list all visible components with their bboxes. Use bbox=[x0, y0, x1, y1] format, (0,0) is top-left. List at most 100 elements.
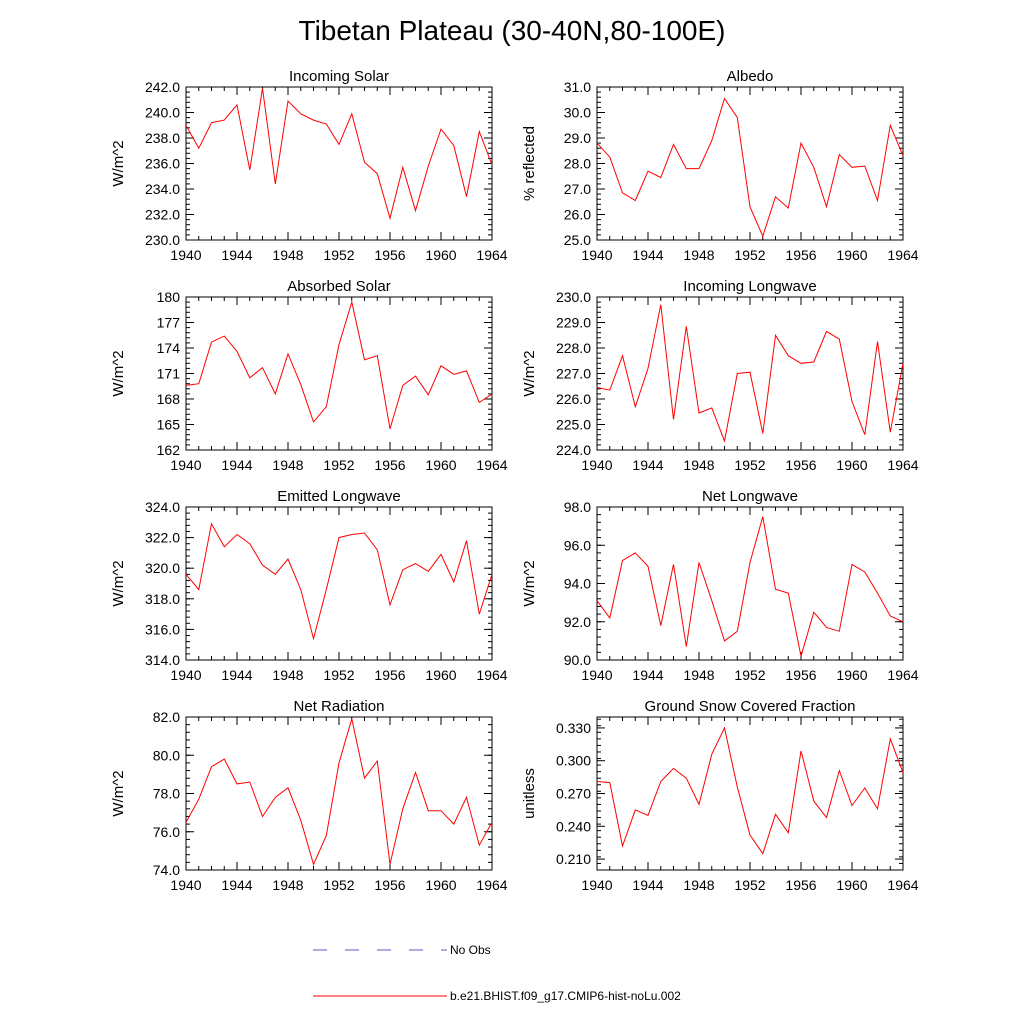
x-tick-label: 1960 bbox=[425, 667, 456, 683]
y-tick-label: 230.0 bbox=[145, 232, 180, 248]
panel-title: Ground Snow Covered Fraction bbox=[645, 698, 856, 715]
y-axis-label: W/m^2 bbox=[110, 140, 127, 186]
y-tick-label: 238.0 bbox=[145, 130, 180, 146]
x-tick-label: 1940 bbox=[581, 247, 612, 263]
legend-label-no-obs: No Obs bbox=[450, 943, 491, 957]
y-tick-label: 80.0 bbox=[153, 747, 180, 763]
x-tick-label: 1964 bbox=[887, 457, 918, 473]
panel-title: Net Longwave bbox=[702, 488, 798, 505]
x-tick-label: 1940 bbox=[581, 667, 612, 683]
series-line bbox=[185, 88, 493, 221]
x-tick-label: 1956 bbox=[374, 667, 405, 683]
x-tick-label: 1944 bbox=[221, 877, 252, 893]
y-tick-label: 168 bbox=[157, 391, 181, 407]
x-tick-label: 1940 bbox=[170, 877, 201, 893]
series-line bbox=[596, 726, 904, 855]
y-tick-label: 28.0 bbox=[564, 156, 591, 172]
y-tick-label: 162 bbox=[157, 442, 181, 458]
series-line bbox=[596, 516, 904, 657]
y-tick-label: 234.0 bbox=[145, 181, 180, 197]
panel-title: Incoming Solar bbox=[289, 68, 389, 85]
x-tick-label: 1944 bbox=[221, 247, 252, 263]
x-tick-label: 1944 bbox=[221, 457, 252, 473]
x-tick-label: 1952 bbox=[323, 877, 354, 893]
y-tick-label: 320.0 bbox=[145, 560, 180, 576]
plot-frame bbox=[596, 506, 904, 661]
x-tick-label: 1948 bbox=[272, 877, 303, 893]
legend-entry-no-obs: No Obs bbox=[313, 943, 491, 957]
panel-title: Incoming Longwave bbox=[683, 278, 816, 295]
legend-entry-model: b.e21.BHIST.f09_g17.CMIP6-hist-noLu.002 bbox=[313, 989, 681, 1003]
y-tick-label: 165 bbox=[157, 417, 181, 433]
x-tick-label: 1948 bbox=[683, 667, 714, 683]
y-tick-label: 232.0 bbox=[145, 207, 180, 223]
x-tick-label: 1948 bbox=[683, 247, 714, 263]
x-tick-label: 1952 bbox=[734, 877, 765, 893]
y-tick-label: 29.0 bbox=[564, 130, 591, 146]
x-tick-label: 1964 bbox=[476, 247, 507, 263]
panel-4: Incoming Longwave W/m^2 1940 1944 1948 1952 19… bbox=[521, 278, 919, 473]
x-tick-label: 1964 bbox=[887, 667, 918, 683]
x-tick-label: 1940 bbox=[170, 457, 201, 473]
y-tick-label: 0.330 bbox=[556, 720, 591, 736]
x-tick-label: 1960 bbox=[836, 457, 867, 473]
x-tick-label: 1952 bbox=[734, 247, 765, 263]
y-tick-label: 171 bbox=[157, 366, 181, 382]
x-tick-label: 1948 bbox=[272, 457, 303, 473]
y-tick-label: 96.0 bbox=[564, 537, 591, 553]
x-tick-label: 1956 bbox=[374, 457, 405, 473]
y-tick-label: 74.0 bbox=[153, 862, 180, 878]
x-tick-label: 1940 bbox=[170, 247, 201, 263]
y-tick-label: 30.0 bbox=[564, 105, 591, 121]
x-tick-label: 1940 bbox=[170, 667, 201, 683]
y-tick-label: 226.0 bbox=[556, 391, 591, 407]
legend: No Obs b.e21.BHIST.f09_g17.CMIP6-hist-no… bbox=[313, 943, 681, 1003]
x-tick-label: 1952 bbox=[323, 247, 354, 263]
plot-frame bbox=[185, 716, 493, 871]
y-tick-label: 180 bbox=[157, 289, 181, 305]
y-axis-label: % reflected bbox=[521, 126, 538, 201]
x-tick-label: 1960 bbox=[836, 247, 867, 263]
x-tick-label: 1956 bbox=[785, 457, 816, 473]
series-line bbox=[185, 300, 493, 429]
y-axis-label: W/m^2 bbox=[110, 560, 127, 606]
x-tick-label: 1940 bbox=[581, 877, 612, 893]
x-tick-label: 1960 bbox=[425, 457, 456, 473]
panel-title: Net Radiation bbox=[294, 698, 385, 715]
y-tick-label: 225.0 bbox=[556, 417, 591, 433]
y-axis-label: W/m^2 bbox=[110, 350, 127, 396]
x-tick-label: 1948 bbox=[272, 247, 303, 263]
x-tick-label: 1948 bbox=[683, 877, 714, 893]
x-tick-label: 1940 bbox=[581, 457, 612, 473]
y-tick-label: 31.0 bbox=[564, 79, 591, 95]
y-tick-label: 324.0 bbox=[145, 499, 180, 515]
y-tick-label: 0.300 bbox=[556, 753, 591, 769]
x-tick-label: 1964 bbox=[887, 877, 918, 893]
figure-title: Tibetan Plateau (30-40N,80-100E) bbox=[299, 15, 726, 46]
y-tick-label: 242.0 bbox=[145, 79, 180, 95]
y-tick-label: 92.0 bbox=[564, 614, 591, 630]
x-tick-label: 1964 bbox=[887, 247, 918, 263]
x-tick-label: 1960 bbox=[425, 877, 456, 893]
x-tick-label: 1960 bbox=[836, 877, 867, 893]
panel-8: Ground Snow Covered Fraction unitless 1940… bbox=[521, 698, 919, 893]
x-tick-label: 1960 bbox=[425, 247, 456, 263]
y-tick-label: 78.0 bbox=[153, 786, 180, 802]
x-tick-label: 1952 bbox=[323, 667, 354, 683]
y-tick-label: 240.0 bbox=[145, 105, 180, 121]
x-tick-label: 1948 bbox=[272, 667, 303, 683]
y-tick-label: 90.0 bbox=[564, 652, 591, 668]
x-tick-label: 1964 bbox=[476, 667, 507, 683]
plot-frame bbox=[185, 296, 493, 451]
x-tick-label: 1944 bbox=[632, 247, 663, 263]
x-tick-label: 1944 bbox=[632, 457, 663, 473]
y-tick-label: 314.0 bbox=[145, 652, 180, 668]
x-tick-label: 1944 bbox=[221, 667, 252, 683]
y-tick-label: 76.0 bbox=[153, 824, 180, 840]
y-tick-label: 25.0 bbox=[564, 232, 591, 248]
y-axis-label: W/m^2 bbox=[521, 350, 538, 396]
x-tick-label: 1948 bbox=[683, 457, 714, 473]
y-tick-label: 316.0 bbox=[145, 621, 180, 637]
panel-title: Absorbed Solar bbox=[287, 278, 390, 295]
